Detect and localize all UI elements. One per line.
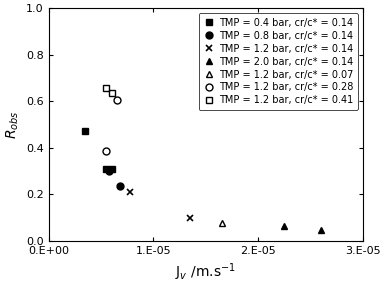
TMP = 0.4 bar, cr/c* = 0.14	[104, 167, 109, 170]
TMP = 0.8 bar, cr/c* = 0.14	[107, 169, 112, 173]
TMP = 2.0 bar, cr/c* = 0.14	[319, 228, 323, 231]
TMP = 0.4 bar, cr/c* = 0.14	[109, 167, 114, 170]
Line: TMP = 1.2 bar, cr/c* = 0.28: TMP = 1.2 bar, cr/c* = 0.28	[103, 97, 120, 155]
Legend: TMP = 0.4 bar, cr/c* = 0.14, TMP = 0.8 bar, cr/c* = 0.14, TMP = 1.2 bar, cr/c* =: TMP = 0.4 bar, cr/c* = 0.14, TMP = 0.8 b…	[199, 13, 358, 110]
TMP = 0.8 bar, cr/c* = 0.14	[118, 185, 122, 188]
Line: TMP = 1.2 bar, cr/c* = 0.14: TMP = 1.2 bar, cr/c* = 0.14	[127, 189, 194, 221]
Y-axis label: $R_{obs}$: $R_{obs}$	[4, 110, 20, 139]
TMP = 1.2 bar, cr/c* = 0.28	[114, 98, 119, 102]
Line: TMP = 2.0 bar, cr/c* = 0.14: TMP = 2.0 bar, cr/c* = 0.14	[281, 222, 325, 233]
TMP = 2.0 bar, cr/c* = 0.14	[282, 224, 287, 227]
TMP = 1.2 bar, cr/c* = 0.41	[104, 87, 109, 90]
TMP = 1.2 bar, cr/c* = 0.41	[109, 91, 114, 95]
TMP = 1.2 bar, cr/c* = 0.14	[188, 216, 192, 219]
TMP = 0.4 bar, cr/c* = 0.14	[83, 130, 88, 133]
Line: TMP = 0.8 bar, cr/c* = 0.14: TMP = 0.8 bar, cr/c* = 0.14	[106, 168, 124, 190]
TMP = 1.2 bar, cr/c* = 0.14	[128, 190, 133, 194]
Line: TMP = 1.2 bar, cr/c* = 0.41: TMP = 1.2 bar, cr/c* = 0.41	[103, 85, 115, 96]
X-axis label: J$_v$ /m.s$^{-1}$: J$_v$ /m.s$^{-1}$	[176, 261, 236, 283]
Line: TMP = 0.4 bar, cr/c* = 0.14: TMP = 0.4 bar, cr/c* = 0.14	[82, 128, 115, 172]
TMP = 1.2 bar, cr/c* = 0.28	[104, 150, 109, 153]
